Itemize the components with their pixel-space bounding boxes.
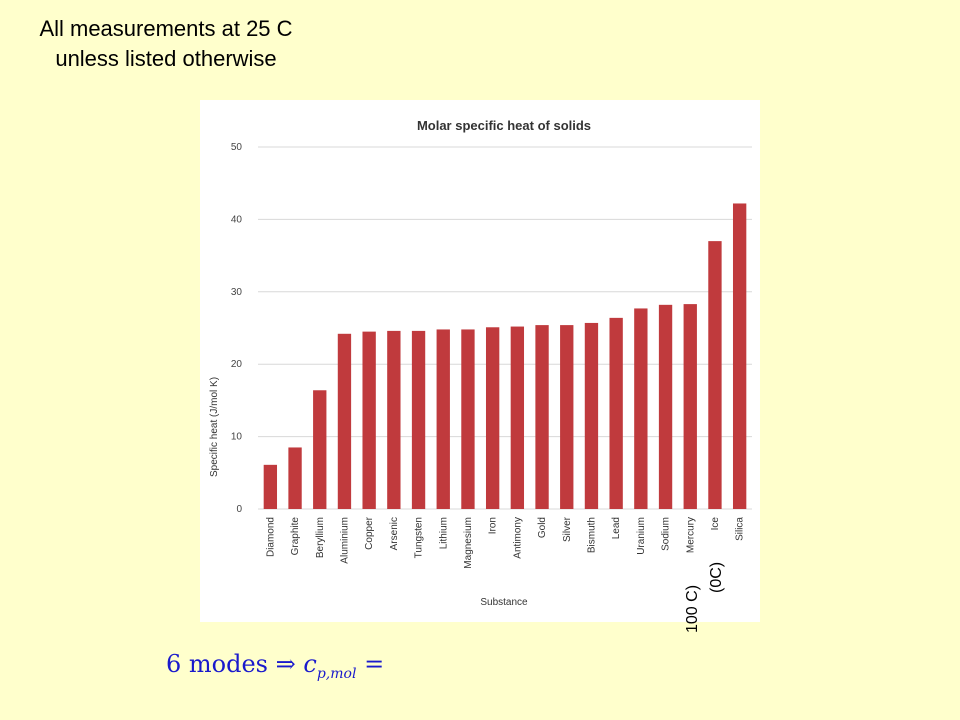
y-tick-label: 10 [231,432,243,443]
bar-silica [732,203,747,510]
chart-title: Molar specific heat of solids [417,118,591,133]
bar-mercury [683,304,697,509]
measurement-note: All measurements at 25 C unless listed o… [0,14,332,74]
x-axis-label: Substance [480,597,528,608]
grid-lines [258,146,752,510]
bar-silver [560,325,574,509]
note-line-2: unless listed otherwise [55,46,277,71]
bar-bismuth [584,322,599,509]
mercury-temp-annotation: 100 C) [684,584,701,633]
bar-arsenic [387,330,401,509]
formula-modes: 6 modes [166,650,268,678]
bar-iron [485,327,500,509]
bar-ice [708,241,722,509]
category-label-iron: Iron [488,517,499,534]
category-label-antimony: Antimony [512,517,523,559]
category-label-lead: Lead [611,517,622,539]
y-tick-label: 0 [236,504,242,515]
category-label-gold: Gold [537,517,548,538]
bars [263,203,747,510]
formula-equals: = [364,650,385,678]
chart-panel: Molar specific heat of solids 0 10 20 30 40 5… [200,100,760,622]
y-tick-label: 30 [231,287,243,298]
formula-arrow: ⇒ [275,650,296,678]
category-label-bismuth: Bismuth [586,517,597,553]
bar-gold [535,325,549,509]
category-label-graphite: Graphite [290,517,301,556]
y-axis-label: Specific heat (J/mol K) [209,377,220,477]
bar-sodium [658,304,673,509]
category-label-sodium: Sodium [661,517,672,551]
category-label-beryllium: Beryllium [315,517,326,558]
bar-copper [362,331,376,509]
bar-uranium [634,308,648,509]
bar-aluminium [337,333,352,509]
bar-antimony [510,326,525,509]
category-label-tungsten: Tungsten [414,517,425,558]
category-label-diamond: Diamond [265,517,276,557]
category-label-silver: Silver [562,516,573,542]
bar-diamond [263,464,278,509]
formula-symbol: c [303,650,317,678]
category-label-arsenic: Arsenic [389,517,400,550]
bar-beryllium [313,390,327,509]
category-label-mercury: Mercury [685,517,696,553]
category-label-copper: Copper [364,516,375,549]
note-line-1: All measurements at 25 C [39,16,293,41]
category-label-uranium: Uranium [636,517,647,555]
category-label-lithium: Lithium [438,517,449,549]
bar-lithium [436,329,450,509]
category-label-magnesium: Magnesium [463,517,474,569]
bar-chart: Molar specific heat of solids 0 10 20 30 40 5… [209,118,752,608]
formula-subscript: p,mol [316,666,357,682]
ice-temp-annotation: (0C) [708,561,725,593]
category-label-ice: Ice [710,517,721,531]
bar-graphite [288,447,302,509]
bar-tungsten [411,330,426,509]
category-label-aluminium: Aluminium [339,517,350,564]
category-label-silica: Silica [735,517,746,541]
bar-lead [609,317,623,509]
y-tick-label: 50 [231,142,243,153]
y-tick-labels: 0 10 20 30 40 50 [231,142,243,515]
x-category-labels: Diamond Graphite Beryllium Aluminium Copper A… [265,516,745,568]
y-tick-label: 20 [231,359,243,370]
y-tick-label: 40 [231,214,243,225]
formula: 6 modes ⇒ cp,mol = [166,650,384,682]
bar-magnesium [461,329,475,509]
